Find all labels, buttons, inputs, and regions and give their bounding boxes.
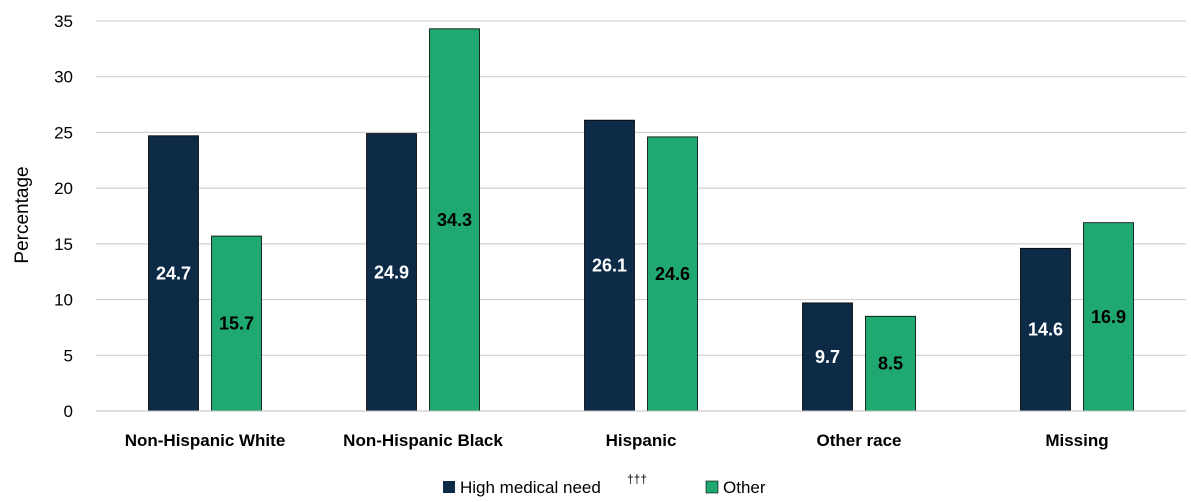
data-label-other-other-race: 8.5 — [878, 354, 903, 374]
data-label-other-non-hispanic-white: 15.7 — [219, 314, 254, 334]
legend-swatch-other — [705, 480, 719, 494]
y-tick-35: 35 — [54, 12, 73, 31]
y-axis-ticks: 0 5 10 15 20 25 30 35 — [54, 12, 73, 421]
x-axis-categories: Non-Hispanic White Non-Hispanic Black Hisp… — [125, 431, 1109, 450]
data-labels: 24.7 15.7 24.9 34.3 26.1 24.6 9.7 8.5 14.6 16.9 — [156, 210, 1126, 374]
y-tick-5: 5 — [64, 346, 73, 365]
data-label-high-medical-need-other-race: 9.7 — [815, 347, 840, 367]
bar-other-other-race — [865, 315, 916, 412]
legend-label-other: Other — [723, 478, 766, 497]
bar-other-non-hispanic-black — [429, 28, 480, 412]
legend-superscript: ††† — [627, 472, 647, 486]
y-tick-30: 30 — [54, 68, 73, 87]
data-label-other-hispanic: 24.6 — [655, 264, 690, 284]
bars — [148, 28, 1134, 412]
legend-swatch-high-medical-need — [443, 481, 455, 493]
bar-high-medical-need-other-race — [802, 302, 853, 412]
data-label-high-medical-need-non-hispanic-white: 24.7 — [156, 263, 191, 283]
y-tick-25: 25 — [54, 123, 73, 142]
y-tick-15: 15 — [54, 235, 73, 254]
bar-other-missing — [1083, 222, 1134, 412]
bar-high-medical-need-non-hispanic-black — [366, 133, 417, 412]
category-label-non-hispanic-black: Non-Hispanic Black — [343, 431, 503, 450]
data-label-high-medical-need-missing: 14.6 — [1028, 320, 1063, 340]
data-label-high-medical-need-non-hispanic-black: 24.9 — [374, 262, 409, 282]
bar-other-hispanic — [647, 136, 698, 412]
data-label-other-non-hispanic-black: 34.3 — [437, 210, 472, 230]
y-tick-0: 0 — [64, 402, 73, 421]
category-label-other-race: Other race — [816, 431, 901, 450]
bar-high-medical-need-missing — [1020, 247, 1071, 412]
data-label-high-medical-need-hispanic: 26.1 — [592, 256, 627, 276]
y-tick-10: 10 — [54, 291, 73, 310]
category-label-hispanic: Hispanic — [606, 431, 677, 450]
bar-high-medical-need-hispanic — [584, 119, 635, 412]
legend-label-high-medical-need: High medical need — [460, 478, 601, 497]
y-axis-label: Percentage — [12, 166, 33, 263]
legend: High medical need ††† Other — [443, 472, 766, 497]
category-label-missing: Missing — [1045, 431, 1108, 450]
data-label-other-missing: 16.9 — [1091, 307, 1126, 327]
bar-other-non-hispanic-white — [211, 235, 262, 412]
y-tick-20: 20 — [54, 179, 73, 198]
gridlines — [96, 20, 1186, 356]
category-label-non-hispanic-white: Non-Hispanic White — [125, 431, 286, 450]
